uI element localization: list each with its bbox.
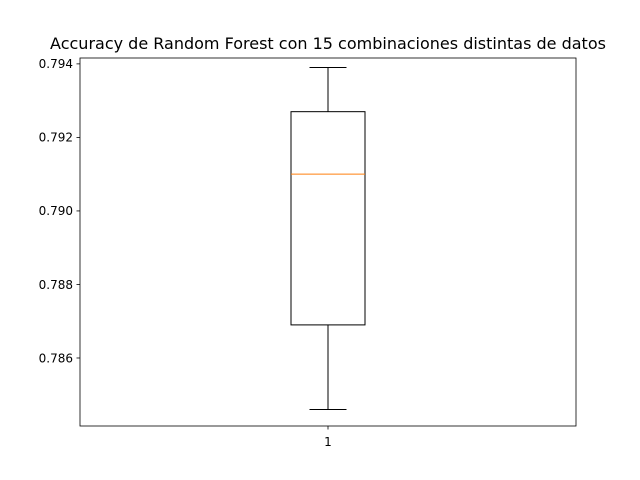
- chart-title: Accuracy de Random Forest con 15 combina…: [50, 34, 606, 53]
- y-tick-label: 0.788: [39, 278, 73, 292]
- x-tick-label: 1: [324, 435, 332, 449]
- y-tick-label: 0.786: [39, 351, 73, 365]
- y-tick-label: 0.790: [39, 204, 73, 218]
- plot-area: 0.786 0.788 0.790 0.792 0.794 1: [39, 57, 577, 449]
- y-tick-label: 0.792: [39, 131, 73, 145]
- box-iqr: [290, 111, 366, 326]
- y-tick-label: 0.794: [39, 57, 73, 71]
